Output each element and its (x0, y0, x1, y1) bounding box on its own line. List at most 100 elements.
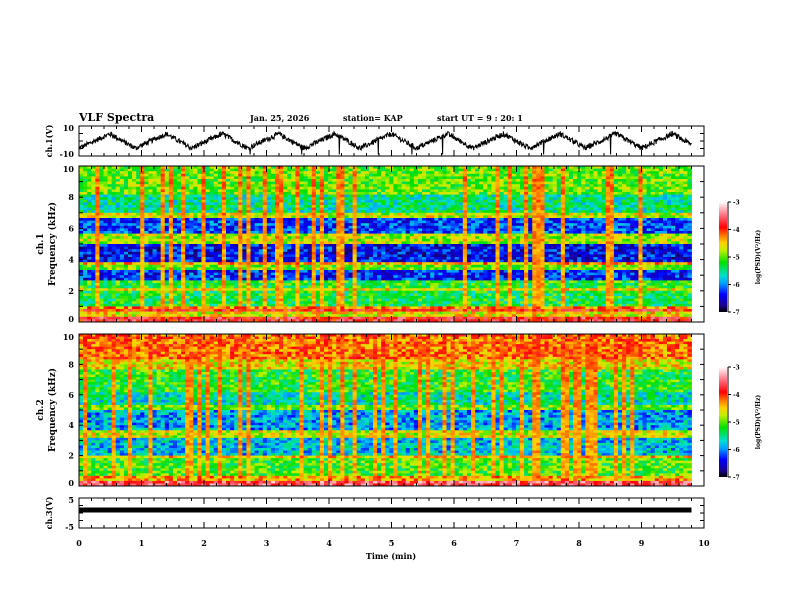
spectrogram-cell (540, 218, 544, 221)
spectrogram-cell (602, 169, 606, 172)
spectrogram-cell (275, 189, 279, 192)
spectrogram-cell (177, 202, 181, 205)
spectrogram-cell (238, 182, 242, 185)
spectrogram-cell (528, 226, 532, 229)
spectrogram-cell (312, 244, 316, 247)
spectrogram-cell (95, 210, 99, 213)
spectrogram-cell (104, 221, 108, 224)
spectrogram-cell (177, 189, 181, 192)
spectrogram-cell (643, 231, 647, 234)
spectrogram-cell (643, 244, 647, 247)
spectrogram-cell (549, 171, 553, 174)
spectrogram-cell (479, 182, 483, 185)
spectrogram-cell (581, 187, 585, 190)
spectrogram-cell (398, 189, 402, 192)
spectrogram-cell (124, 223, 128, 226)
spectrogram-cell (643, 184, 647, 187)
spectrogram-cell (577, 239, 581, 242)
spectrogram-cell (344, 234, 348, 237)
spectrogram-cell (638, 231, 642, 234)
spectrogram-cell (565, 197, 569, 200)
spectrogram-cell (545, 200, 549, 203)
spectrogram-cell (602, 187, 606, 190)
spectrogram-cell (87, 197, 91, 200)
spectrogram-cell (316, 215, 320, 218)
spectrogram-cell (426, 236, 430, 239)
spectrogram-cell (589, 234, 593, 237)
spectrogram-cell (381, 189, 385, 192)
spectrogram-cell (569, 195, 573, 198)
spectrogram-cell (157, 223, 161, 226)
spectrogram-cell (683, 200, 687, 203)
spectrogram-cell (132, 239, 136, 242)
spectrogram-cell (189, 226, 193, 229)
spectrogram-cell (177, 187, 181, 190)
spectrogram-cell (153, 184, 157, 187)
spectrogram-cell (349, 234, 353, 237)
spectrogram-cell (679, 234, 683, 237)
spectrogram-cell (304, 195, 308, 198)
spectrogram-cell (120, 249, 124, 252)
spectrogram-cell (422, 247, 426, 250)
spectrogram-cell (349, 226, 353, 229)
spectrogram-cell (287, 239, 291, 242)
spectrogram-cell (112, 239, 116, 242)
spectrogram-cell (197, 210, 201, 213)
spectrogram-cell (214, 210, 218, 213)
spectrogram-cell (655, 174, 659, 177)
spectrogram-cell (234, 205, 238, 208)
spectrogram-cell (500, 192, 504, 195)
spectrogram-cell (230, 247, 234, 250)
ch1-spectrogram-panel: 0246810 ch.1 Frequency (kHz) (36, 164, 704, 324)
spectrogram-cell (451, 247, 455, 250)
spectrogram-cell (189, 169, 193, 172)
spectrogram-cell (651, 210, 655, 213)
spectrogram-cell (504, 176, 508, 179)
spectrogram-cell (161, 231, 165, 234)
spectrogram-cell (381, 192, 385, 195)
spectrogram-cell (536, 197, 540, 200)
spectrogram-cell (255, 236, 259, 239)
spectrogram-cell (500, 236, 504, 239)
spectrogram-cell (626, 213, 630, 216)
spectrogram-cell (573, 197, 577, 200)
spectrogram-cell (181, 223, 185, 226)
spectrogram-cell (349, 215, 353, 218)
spectrogram-cell (577, 205, 581, 208)
spectrogram-cell (577, 176, 581, 179)
spectrogram-cell (177, 192, 181, 195)
ch1-voltage-ylabel: ch.1(V) (44, 124, 54, 157)
spectrogram-cell (491, 169, 495, 172)
spectrogram-cell (357, 202, 361, 205)
spectrogram-cell (181, 169, 185, 172)
spectrogram-cell (491, 192, 495, 195)
spectrogram-cell (340, 221, 344, 224)
spectrogram-cell (251, 184, 255, 187)
spectrogram-cell (104, 218, 108, 221)
spectrogram-cell (104, 215, 108, 218)
spectrogram-cell (95, 182, 99, 185)
spectrogram-cell (173, 213, 177, 216)
spectrogram-cell (246, 197, 250, 200)
spectrogram-cell (524, 244, 528, 247)
spectrogram-cell (414, 189, 418, 192)
spectrogram-cell (557, 236, 561, 239)
spectrogram-cell (185, 205, 189, 208)
spectrogram-cell (304, 189, 308, 192)
spectrogram-cell (683, 228, 687, 231)
spectrogram-cell (238, 228, 242, 231)
spectrogram-cell (210, 202, 214, 205)
spectrogram-cell (287, 195, 291, 198)
spectrogram-cell (336, 221, 340, 224)
spectrogram-cell (594, 226, 598, 229)
spectrogram-cell (520, 174, 524, 177)
spectrogram-cell (643, 202, 647, 205)
spectrogram-cell (246, 239, 250, 242)
spectrogram-cell (316, 234, 320, 237)
spectrogram-cell (169, 208, 173, 211)
spectrogram-cell (634, 174, 638, 177)
spectrogram-cell (402, 218, 406, 221)
spectrogram-cell (328, 247, 332, 250)
spectrogram-cell (540, 223, 544, 226)
spectrogram-cell (565, 184, 569, 187)
